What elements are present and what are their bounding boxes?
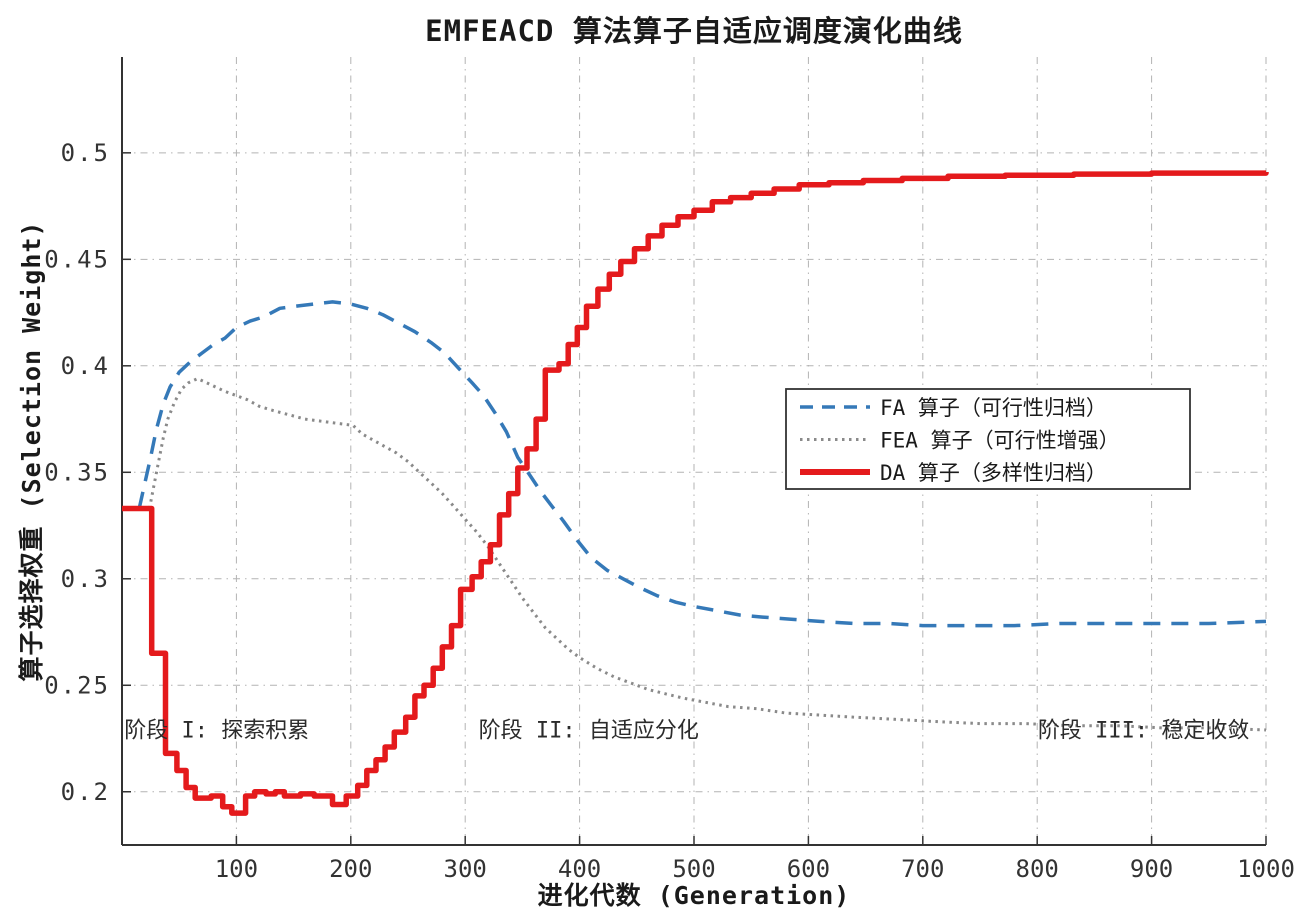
legend-entry-label: DA 算子（多样性归档） <box>880 461 1107 485</box>
x-tick-label: 400 <box>558 855 601 883</box>
x-tick-label: 700 <box>901 855 944 883</box>
y-tick-label: 0.3 <box>61 565 110 593</box>
annotation-label: 阶段 III: 稳定收敛 <box>1038 718 1249 743</box>
axes: 100 200 300 400 500 600 700 800 900 1000 0.2 0.25 0.… <box>44 57 1295 883</box>
y-tick-label: 0.4 <box>61 352 110 380</box>
legend: FA 算子（可行性归档） FEA 算子（可行性增强） DA 算子（多样性归档） <box>785 388 1191 490</box>
y-axis-label: 算子选择权重 (Selection Weight) <box>17 220 46 682</box>
series-line-0 <box>137 300 1267 628</box>
x-tick-label: 100 <box>215 855 258 883</box>
y-tick-label: 0.5 <box>61 139 110 167</box>
x-tick-label: 800 <box>1016 855 1059 883</box>
x-axis-label: 进化代数 (Generation) <box>537 881 851 910</box>
annotation-label: 阶段 I: 探索积累 <box>124 718 309 743</box>
legend-entry-label: FEA 算子（可行性增强） <box>880 429 1120 453</box>
y-tick-label: 0.25 <box>44 671 110 699</box>
x-tick-label: 200 <box>329 855 372 883</box>
x-tick-label: 900 <box>1130 855 1173 883</box>
annotation-label: 阶段 II: 自适应分化 <box>479 718 699 743</box>
y-tick-label: 0.35 <box>44 458 110 486</box>
stage-annotations: 阶段 I: 探索积累 阶段 II: 自适应分化 阶段 III: 稳定收敛 <box>124 718 1249 743</box>
y-tick-label: 0.45 <box>44 245 110 273</box>
x-tick-label: 300 <box>444 855 487 883</box>
x-tick-label: 1000 <box>1237 855 1295 883</box>
series-line-2 <box>122 170 1269 816</box>
series-line-1 <box>148 377 1267 732</box>
y-tick-label: 0.2 <box>61 778 110 806</box>
x-tick-label: 600 <box>787 855 830 883</box>
legend-entry-label: FA 算子（可行性归档） <box>880 396 1107 420</box>
chart-title: EMFEACD 算法算子自适应调度演化曲线 <box>425 14 963 48</box>
x-tick-label: 500 <box>672 855 715 883</box>
